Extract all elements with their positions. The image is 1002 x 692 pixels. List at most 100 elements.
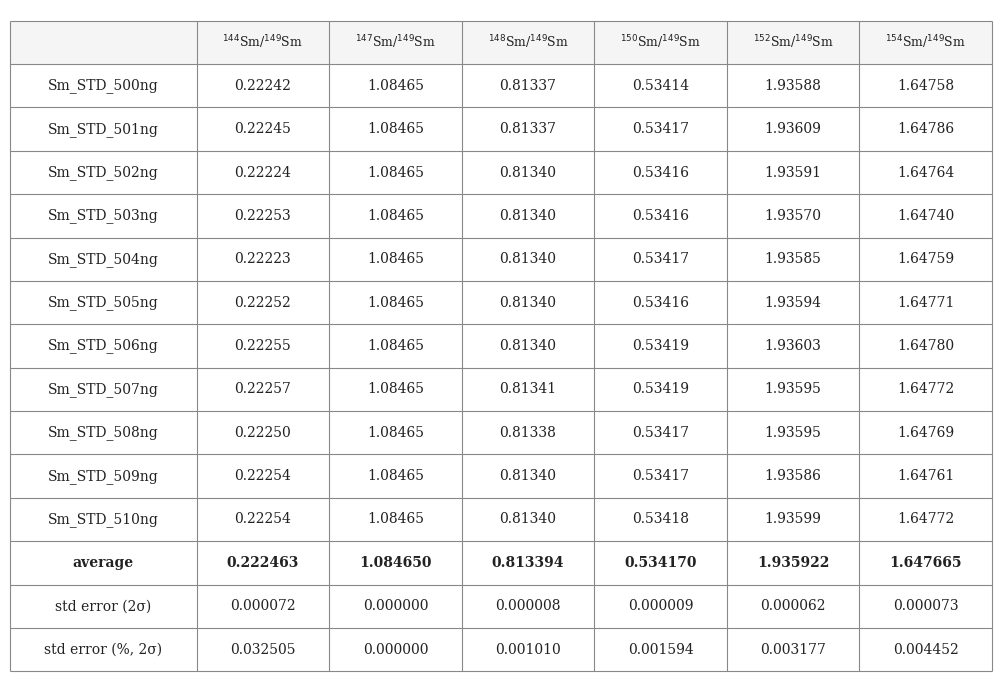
Text: 0.22245: 0.22245 xyxy=(234,122,292,136)
Text: 0.22255: 0.22255 xyxy=(234,339,292,353)
Bar xyxy=(329,21,462,64)
Text: 0.000008: 0.000008 xyxy=(495,599,561,613)
Text: 0.81340: 0.81340 xyxy=(500,295,556,309)
Text: 0.53418: 0.53418 xyxy=(632,513,689,527)
Text: 0.000000: 0.000000 xyxy=(363,599,428,613)
Text: 1.93595: 1.93595 xyxy=(765,383,822,397)
Text: 0.81341: 0.81341 xyxy=(499,383,556,397)
Bar xyxy=(196,541,329,585)
Text: 0.53416: 0.53416 xyxy=(632,209,689,223)
Text: 0.000073: 0.000073 xyxy=(893,599,959,613)
Text: 1.64771: 1.64771 xyxy=(897,295,954,309)
Text: Sm_STD_508ng: Sm_STD_508ng xyxy=(48,426,158,440)
Text: Sm_STD_502ng: Sm_STD_502ng xyxy=(48,165,158,180)
Bar xyxy=(329,541,462,585)
Text: Sm_STD_507ng: Sm_STD_507ng xyxy=(48,382,158,397)
Text: 0.53417: 0.53417 xyxy=(632,426,689,439)
Text: 0.53417: 0.53417 xyxy=(632,253,689,266)
Text: 0.81338: 0.81338 xyxy=(500,426,556,439)
Text: 1.64740: 1.64740 xyxy=(897,209,954,223)
Text: 0.003177: 0.003177 xyxy=(761,643,826,657)
Text: 1.647665: 1.647665 xyxy=(890,556,962,570)
Text: Sm_STD_501ng: Sm_STD_501ng xyxy=(48,122,158,136)
Bar xyxy=(594,21,726,64)
Text: 0.53417: 0.53417 xyxy=(632,122,689,136)
Text: 1.64772: 1.64772 xyxy=(897,383,954,397)
Bar xyxy=(462,541,594,585)
Text: Sm_STD_510ng: Sm_STD_510ng xyxy=(48,512,158,527)
Text: Sm_STD_506ng: Sm_STD_506ng xyxy=(48,338,158,354)
Text: 1.93603: 1.93603 xyxy=(765,339,822,353)
Bar xyxy=(594,541,726,585)
Text: 1.64772: 1.64772 xyxy=(897,513,954,527)
Bar xyxy=(462,21,594,64)
Text: 1.64769: 1.64769 xyxy=(897,426,954,439)
Text: 0.81337: 0.81337 xyxy=(500,79,556,93)
Text: 0.222463: 0.222463 xyxy=(226,556,299,570)
Text: 0.004452: 0.004452 xyxy=(893,643,959,657)
Text: 0.000000: 0.000000 xyxy=(363,643,428,657)
Text: 0.81340: 0.81340 xyxy=(500,513,556,527)
Text: 1.93586: 1.93586 xyxy=(765,469,822,483)
Text: 0.53416: 0.53416 xyxy=(632,165,689,179)
Text: 1.08465: 1.08465 xyxy=(367,469,424,483)
Text: 1.64759: 1.64759 xyxy=(897,253,954,266)
Text: 0.22257: 0.22257 xyxy=(234,383,292,397)
Text: 1.64786: 1.64786 xyxy=(897,122,954,136)
Text: 0.53419: 0.53419 xyxy=(632,339,689,353)
Text: 0.53414: 0.53414 xyxy=(632,79,689,93)
Text: 1.93588: 1.93588 xyxy=(765,79,822,93)
Text: 1.93599: 1.93599 xyxy=(765,513,822,527)
Text: 0.81340: 0.81340 xyxy=(500,253,556,266)
Text: 1.08465: 1.08465 xyxy=(367,383,424,397)
Text: Sm_STD_505ng: Sm_STD_505ng xyxy=(48,295,158,310)
Text: 0.22253: 0.22253 xyxy=(234,209,292,223)
Bar xyxy=(196,21,329,64)
Text: 1.64758: 1.64758 xyxy=(897,79,954,93)
Text: 0.22242: 0.22242 xyxy=(234,79,292,93)
Text: 1.08465: 1.08465 xyxy=(367,339,424,353)
Text: 0.534170: 0.534170 xyxy=(624,556,696,570)
Bar xyxy=(860,541,992,585)
Text: average: average xyxy=(73,556,134,570)
Text: Sm_STD_509ng: Sm_STD_509ng xyxy=(48,468,158,484)
Text: 0.53417: 0.53417 xyxy=(632,469,689,483)
Text: std error (2σ): std error (2σ) xyxy=(55,599,151,613)
Text: 1.08465: 1.08465 xyxy=(367,513,424,527)
Bar xyxy=(860,21,992,64)
Text: 1.08465: 1.08465 xyxy=(367,209,424,223)
Text: 1.64764: 1.64764 xyxy=(897,165,954,179)
Text: 0.22224: 0.22224 xyxy=(234,165,292,179)
Text: 1.93570: 1.93570 xyxy=(765,209,822,223)
Text: 0.000009: 0.000009 xyxy=(628,599,693,613)
Text: 0.032505: 0.032505 xyxy=(230,643,296,657)
Text: 0.22250: 0.22250 xyxy=(234,426,292,439)
Text: 1.93609: 1.93609 xyxy=(765,122,822,136)
Text: 0.53419: 0.53419 xyxy=(632,383,689,397)
Text: 1.93591: 1.93591 xyxy=(765,165,822,179)
Text: 0.22254: 0.22254 xyxy=(234,513,292,527)
Text: 0.001010: 0.001010 xyxy=(495,643,561,657)
Text: 1.08465: 1.08465 xyxy=(367,79,424,93)
Text: 0.81340: 0.81340 xyxy=(500,469,556,483)
Text: 0.001594: 0.001594 xyxy=(627,643,693,657)
Text: $^{144}$Sm/$^{149}$Sm: $^{144}$Sm/$^{149}$Sm xyxy=(222,34,304,51)
Bar xyxy=(726,21,860,64)
Text: 0.81340: 0.81340 xyxy=(500,339,556,353)
Text: 0.22252: 0.22252 xyxy=(234,295,292,309)
Text: 1.08465: 1.08465 xyxy=(367,426,424,439)
Text: 0.81340: 0.81340 xyxy=(500,165,556,179)
Text: 1.08465: 1.08465 xyxy=(367,165,424,179)
Text: 1.935922: 1.935922 xyxy=(757,556,830,570)
Text: 1.64761: 1.64761 xyxy=(897,469,954,483)
Text: 0.22223: 0.22223 xyxy=(234,253,292,266)
Text: 0.81337: 0.81337 xyxy=(500,122,556,136)
Text: $^{150}$Sm/$^{149}$Sm: $^{150}$Sm/$^{149}$Sm xyxy=(620,34,701,51)
Text: 1.93594: 1.93594 xyxy=(765,295,822,309)
Text: $^{148}$Sm/$^{149}$Sm: $^{148}$Sm/$^{149}$Sm xyxy=(488,34,568,51)
Text: Sm_STD_500ng: Sm_STD_500ng xyxy=(48,78,158,93)
Text: 1.08465: 1.08465 xyxy=(367,122,424,136)
Text: $^{154}$Sm/$^{149}$Sm: $^{154}$Sm/$^{149}$Sm xyxy=(885,34,966,51)
Text: 0.53416: 0.53416 xyxy=(632,295,689,309)
Text: $^{147}$Sm/$^{149}$Sm: $^{147}$Sm/$^{149}$Sm xyxy=(355,34,436,51)
